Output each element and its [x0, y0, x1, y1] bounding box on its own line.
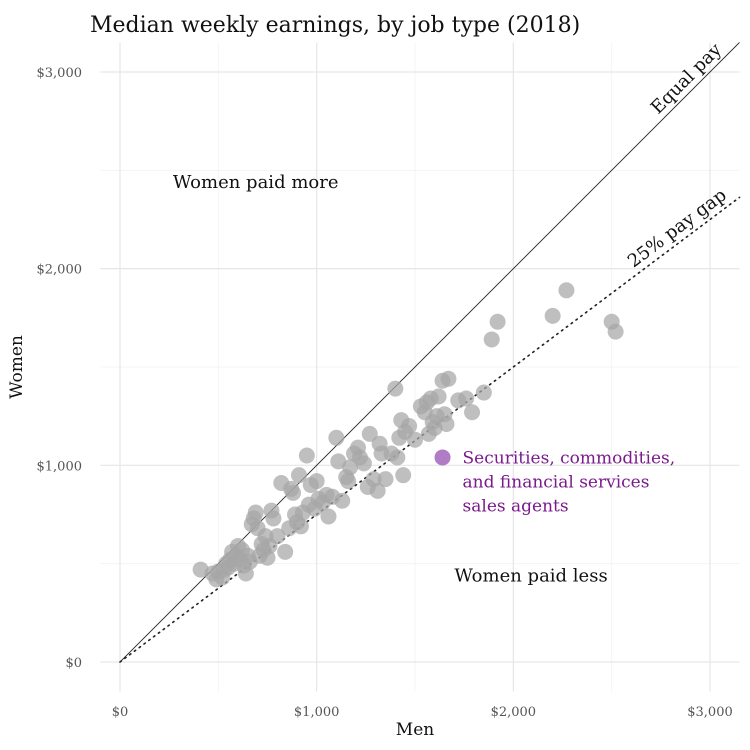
- data-point: [489, 313, 506, 330]
- x-tick-label: $0: [112, 705, 129, 720]
- highlight-point: [434, 449, 451, 466]
- data-point: [369, 482, 386, 499]
- chart-title: Median weekly earnings, by job type (201…: [90, 13, 580, 38]
- data-point: [259, 549, 276, 566]
- data-point: [292, 518, 309, 535]
- data-point: [269, 528, 286, 545]
- data-point: [558, 282, 575, 299]
- highlight-label-line: Securities, commodities,: [463, 448, 676, 468]
- data-point: [475, 384, 492, 401]
- data-point: [308, 473, 325, 490]
- data-point: [438, 416, 455, 433]
- labels: $0 $1,000 $2,000 $3,000 $0 $1,000 $2,000 $3,000…: [37, 39, 733, 720]
- data-point: [458, 390, 475, 407]
- pay-gap-label: 25% pay gap: [624, 185, 731, 272]
- data-point: [247, 504, 264, 521]
- data-point: [440, 370, 457, 387]
- data-point: [355, 455, 372, 472]
- data-point: [320, 508, 337, 525]
- y-tick-label: $3,000: [37, 66, 83, 81]
- y-tick-label: $0: [65, 656, 82, 671]
- data-point: [464, 404, 481, 421]
- data-point: [340, 473, 357, 490]
- x-tick-label: $1,000: [294, 705, 340, 720]
- equal-pay-label: Equal pay: [647, 39, 727, 119]
- data-point: [334, 492, 351, 509]
- data-point: [387, 380, 404, 397]
- data-point: [607, 323, 624, 340]
- region-annotation: Women paid less: [454, 565, 607, 586]
- data-point: [395, 467, 412, 484]
- data-point: [544, 307, 561, 324]
- data-point: [389, 449, 406, 466]
- data-point: [483, 331, 500, 348]
- region-annotation: Women paid more: [173, 172, 339, 193]
- x-axis-label: Men: [396, 720, 434, 740]
- data-point: [407, 431, 424, 448]
- y-tick-label: $2,000: [37, 263, 83, 278]
- data-point: [265, 510, 282, 527]
- highlight-label-line: sales agents: [463, 496, 569, 516]
- data-point: [342, 459, 359, 476]
- highlight-label-line: and financial services: [463, 472, 650, 492]
- x-tick-label: $3,000: [687, 705, 733, 720]
- data-point: [290, 467, 307, 484]
- data-point: [277, 543, 294, 560]
- x-tick-label: $2,000: [491, 705, 537, 720]
- data-point: [430, 388, 447, 405]
- data-point: [377, 471, 394, 488]
- data-point: [361, 425, 378, 442]
- data-points: [192, 282, 624, 588]
- y-axis-label: Women: [7, 335, 27, 399]
- grid: [100, 42, 740, 692]
- y-tick-label: $1,000: [37, 459, 83, 474]
- data-point: [328, 429, 345, 446]
- data-point: [401, 417, 418, 434]
- data-point: [298, 447, 315, 464]
- data-point: [330, 453, 347, 470]
- data-point: [285, 484, 302, 501]
